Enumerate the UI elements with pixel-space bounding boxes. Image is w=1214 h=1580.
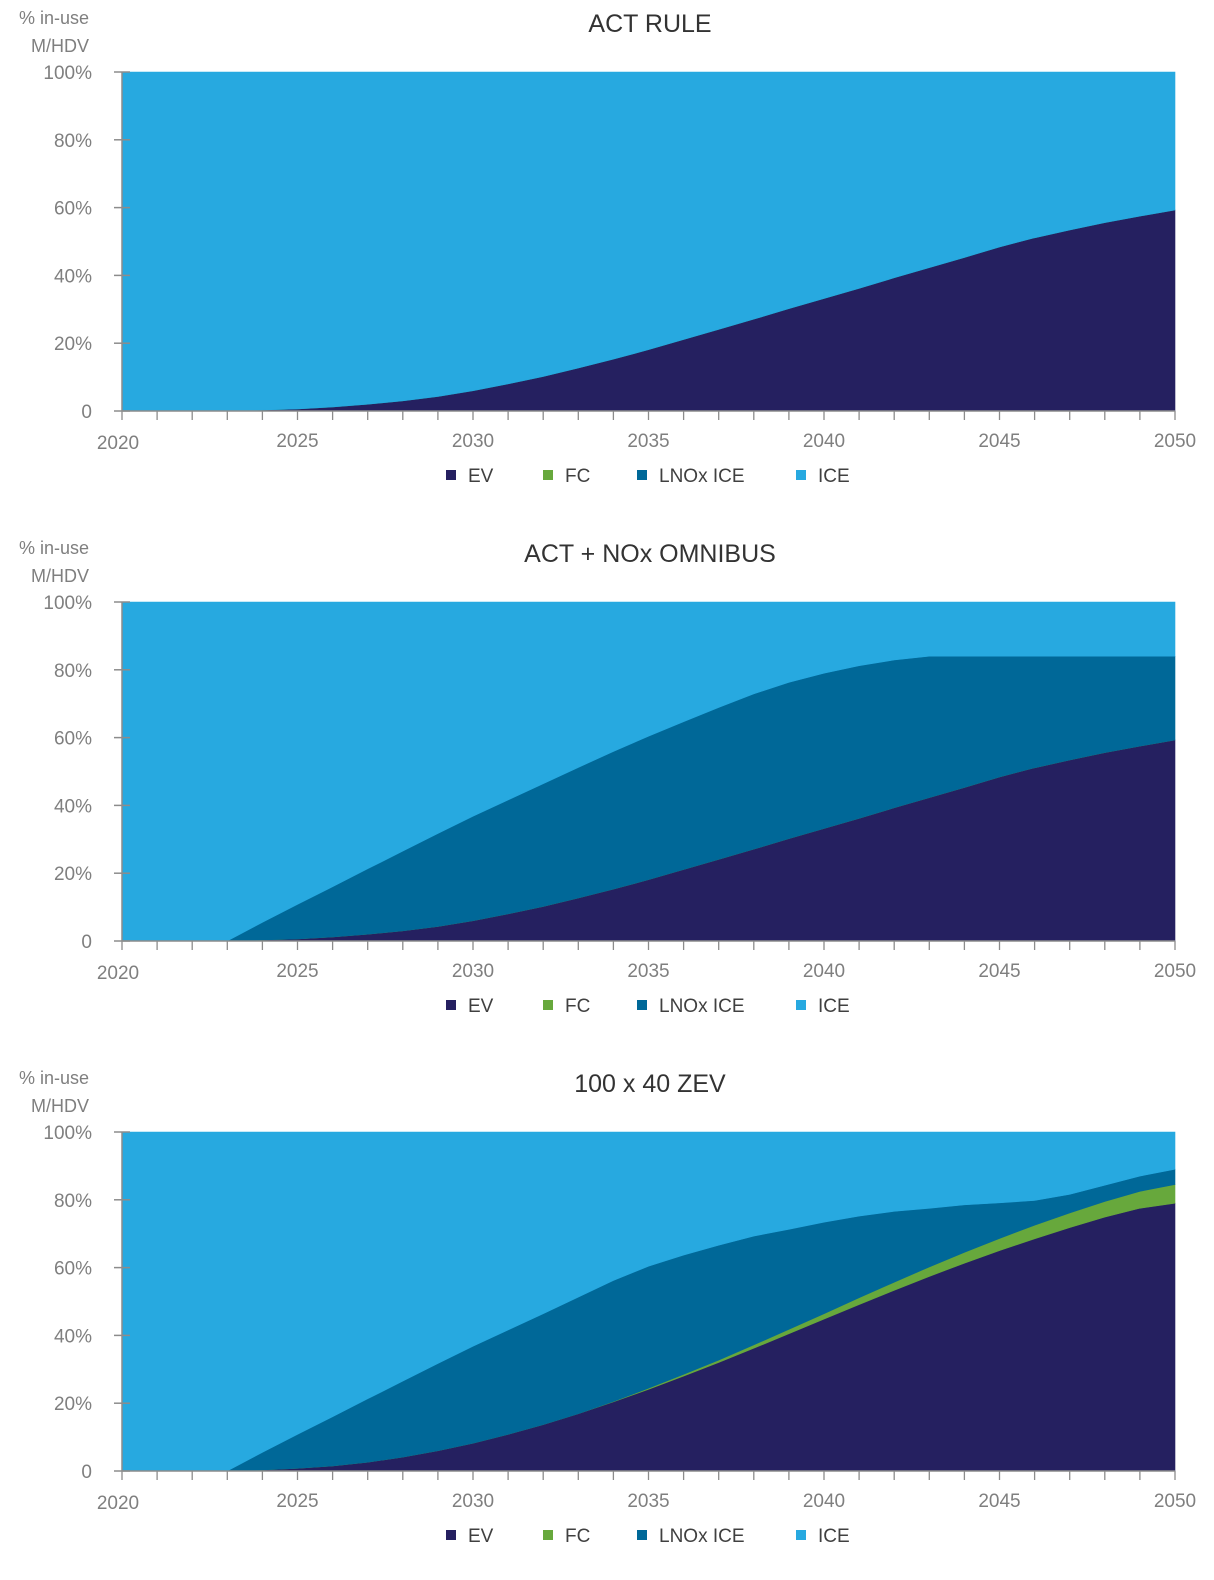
- legend-label: EV: [468, 996, 494, 1017]
- y-tick-label: 60%: [54, 1259, 92, 1280]
- x-tick-label: 2035: [627, 961, 669, 982]
- x-tick-label: 2025: [276, 1491, 318, 1512]
- legend-item-ev: EV: [446, 996, 494, 1017]
- charts-container: ACT RULE % in-use M/HDV 0 20% 40% 60% 80% 100% 20…: [0, 0, 1214, 1547]
- legend-item-fc: FC: [543, 466, 590, 487]
- legend-item-lnox-ice: LNOx ICE: [637, 466, 745, 487]
- x-tick-label: 2030: [452, 961, 494, 982]
- x-tick-label: 2020: [97, 1493, 139, 1514]
- legend-item-fc: FC: [543, 1526, 590, 1547]
- x-tick-label: 2035: [627, 1491, 669, 1512]
- legend-label: LNOx ICE: [659, 996, 745, 1017]
- legend-item-ice: ICE: [796, 466, 850, 487]
- legend-swatch: [543, 1000, 553, 1010]
- legend-swatch: [796, 470, 806, 480]
- y-tick-label: 80%: [54, 1191, 92, 1212]
- chart-title: ACT + NOx OMNIBUS: [524, 540, 776, 568]
- chart-title: ACT RULE: [588, 10, 711, 38]
- x-tick-label: 2025: [276, 431, 318, 452]
- x-tick-label: 2050: [1154, 961, 1196, 982]
- legend-swatch: [543, 470, 553, 480]
- chart-100x40-zev: 100 x 40 ZEV % in-use M/HDV 0 20% 40% 60% 80% 10…: [19, 1068, 1196, 1547]
- legend-swatch: [637, 470, 647, 480]
- legend-label: ICE: [818, 1526, 850, 1547]
- y-tick-label: 40%: [54, 1326, 92, 1347]
- legend-label: FC: [565, 1526, 590, 1547]
- legend-item-lnox-ice: LNOx ICE: [637, 996, 745, 1017]
- legend-item-ice: ICE: [796, 996, 850, 1017]
- chart-title: 100 x 40 ZEV: [574, 1070, 726, 1098]
- y-tick-label: 20%: [54, 864, 92, 885]
- legend-label: ICE: [818, 996, 850, 1017]
- chart-panel-100x40-zev: 100 x 40 ZEV % in-use M/HDV 0 20% 40% 60% 80% 10…: [0, 1060, 1214, 1580]
- x-tick-label: 2030: [452, 431, 494, 452]
- legend-label: LNOx ICE: [659, 1526, 745, 1547]
- y-tick-label: 80%: [54, 661, 92, 682]
- x-tick-label: 2045: [978, 431, 1020, 452]
- legend-swatch: [637, 1530, 647, 1540]
- legend-swatch: [637, 1000, 647, 1010]
- chart-panel-act-nox-omnibus: ACT + NOx OMNIBUS % in-use M/HDV 0 20% 40% 60%…: [0, 530, 1214, 1050]
- y-tick-label: 80%: [54, 131, 92, 152]
- chart-act-nox-omnibus: ACT + NOx OMNIBUS % in-use M/HDV 0 20% 40% 60%…: [19, 538, 1196, 1017]
- x-tick-label: 2050: [1154, 431, 1196, 452]
- y-tick-label: 0: [81, 1462, 92, 1483]
- legend-item-ev: EV: [446, 466, 494, 487]
- x-tick-label: 2040: [803, 431, 845, 452]
- legend-label: FC: [565, 466, 590, 487]
- x-tick-label: 2025: [276, 961, 318, 982]
- y-tick-label: 100%: [43, 1123, 92, 1144]
- y-tick-label: 100%: [43, 63, 92, 84]
- x-tick-label: 2030: [452, 1491, 494, 1512]
- area-ice: [121, 71, 1176, 412]
- legend-swatch: [543, 1530, 553, 1540]
- area-ice: [121, 1131, 1176, 1472]
- y-axis-label: % in-use M/HDV: [19, 538, 89, 586]
- y-tick-label: 0: [81, 932, 92, 953]
- chart-panel-act-rule: ACT RULE % in-use M/HDV 0 20% 40% 60% 80% 100% 20…: [0, 0, 1214, 520]
- x-tick-label: 2020: [97, 433, 139, 454]
- x-tick-label: 2040: [803, 1491, 845, 1512]
- area-ice: [121, 601, 1176, 942]
- y-axis-label: % in-use M/HDV: [19, 1068, 89, 1116]
- legend-label: FC: [565, 996, 590, 1017]
- x-tick-label: 2040: [803, 961, 845, 982]
- y-tick-label: 60%: [54, 199, 92, 220]
- legend-item-fc: FC: [543, 996, 590, 1017]
- legend-swatch: [796, 1000, 806, 1010]
- legend-swatch: [446, 1530, 456, 1540]
- legend-label: ICE: [818, 466, 850, 487]
- y-tick-label: 0: [81, 402, 92, 423]
- x-tick-label: 2020: [97, 963, 139, 984]
- legend-label: LNOx ICE: [659, 466, 745, 487]
- x-tick-label: 2045: [978, 961, 1020, 982]
- legend-item-ev: EV: [446, 1526, 494, 1547]
- y-tick-label: 20%: [54, 1394, 92, 1415]
- x-tick-label: 2045: [978, 1491, 1020, 1512]
- x-tick-label: 2035: [627, 431, 669, 452]
- legend-swatch: [446, 470, 456, 480]
- legend-swatch: [796, 1530, 806, 1540]
- chart-act-rule: ACT RULE % in-use M/HDV 0 20% 40% 60% 80% 100% 20…: [19, 8, 1196, 487]
- legend-item-lnox-ice: LNOx ICE: [637, 1526, 745, 1547]
- y-tick-label: 20%: [54, 334, 92, 355]
- legend-label: EV: [468, 466, 494, 487]
- legend-swatch: [446, 1000, 456, 1010]
- x-tick-label: 2050: [1154, 1491, 1196, 1512]
- y-tick-label: 40%: [54, 266, 92, 287]
- y-tick-label: 40%: [54, 796, 92, 817]
- y-axis-label: % in-use M/HDV: [19, 8, 89, 56]
- y-tick-label: 100%: [43, 593, 92, 614]
- legend-item-ice: ICE: [796, 1526, 850, 1547]
- y-tick-label: 60%: [54, 729, 92, 750]
- legend-label: EV: [468, 1526, 494, 1547]
